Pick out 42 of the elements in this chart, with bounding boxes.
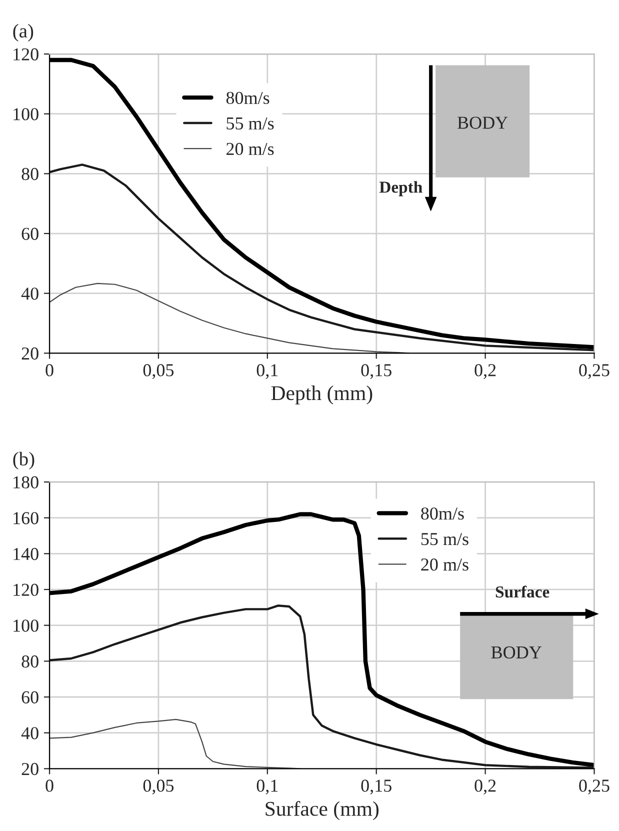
chart-title: (a): [13, 24, 34, 42]
x-tick-label: 0,05: [143, 364, 174, 379]
x-tick-label: 0,1: [256, 364, 278, 379]
legend-label: 55 m/s: [421, 533, 468, 546]
legend-label: 55 m/s: [226, 117, 274, 130]
y-tick-label: 20: [22, 762, 38, 776]
y-tick-label: 40: [21, 727, 38, 740]
y-tick-label: 100: [14, 108, 38, 120]
y-tick-label: 120: [14, 584, 38, 596]
legend-label: 80m/s: [226, 92, 270, 104]
y-tick-label: 100: [14, 620, 38, 632]
chart-title: (b): [13, 452, 34, 470]
x-axis-title: Depth (mm): [271, 386, 372, 404]
y-tick-label: 60: [22, 228, 38, 240]
y-tick-label: 140: [14, 548, 38, 560]
line-series: [50, 58, 594, 350]
x-tick-label: 0: [46, 780, 54, 792]
y-tick-label: 180: [14, 476, 38, 488]
y-tick-label: 120: [14, 48, 38, 60]
x-tick-label: 0: [46, 364, 54, 376]
x-tick-label: 0,25: [579, 780, 610, 794]
annotation: Surface: [496, 586, 550, 598]
x-tick-label: 0,05: [143, 780, 174, 794]
y-tick-label: 80: [22, 168, 38, 180]
y-tick-label: 60: [22, 691, 38, 704]
x-tick-label: 0,2: [474, 364, 496, 379]
x-tick-label: 0,25: [579, 364, 610, 379]
y-tick-label: 20: [22, 347, 38, 360]
x-tick-label: 0,1: [256, 780, 278, 794]
y-tick-label: 40: [21, 288, 38, 300]
x-tick-label: 0,15: [361, 364, 392, 379]
x-axis-title: Surface (mm): [266, 801, 379, 820]
annotation: BODY: [491, 646, 542, 659]
x-tick-label: 0,15: [361, 780, 392, 794]
y-tick-label: 160: [14, 512, 38, 524]
legend-label: 20 m/s: [421, 558, 468, 571]
y-tick-label: 80: [22, 655, 38, 668]
legend-label: 80m/s: [421, 507, 464, 520]
x-tick-label: 0,2: [474, 780, 496, 794]
annotation: Depth: [379, 181, 422, 196]
legend-label: 20 m/s: [226, 142, 274, 156]
annotation: BODY: [458, 116, 508, 129]
